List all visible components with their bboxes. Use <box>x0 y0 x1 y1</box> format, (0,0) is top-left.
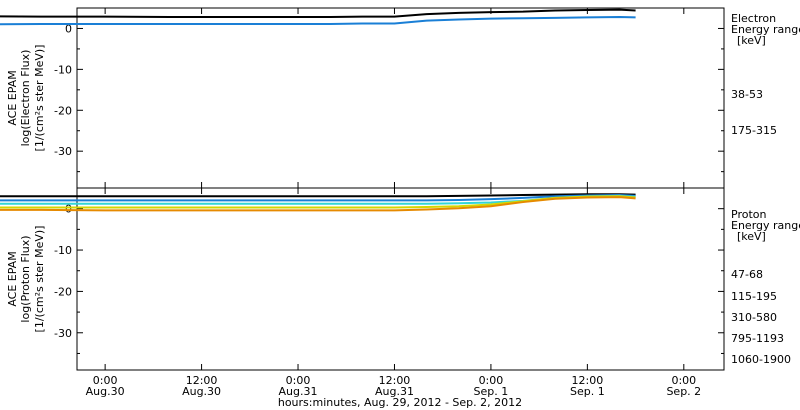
x-tick-label: 0:00 <box>671 374 696 387</box>
y-tick-label: -10 <box>54 244 72 257</box>
series-line-175-315 <box>0 15 636 26</box>
series-line-47-68 <box>0 193 636 198</box>
x-tick-label: 0:00 <box>479 374 504 387</box>
y-tick-label: -30 <box>54 327 72 340</box>
series-line-38-53 <box>0 8 636 18</box>
electron-panel: 0 -10 -20 -30 ACE EPAM log(Electron Flux) [1/(… <box>0 7 800 189</box>
series-line-1060-1900 <box>0 196 636 212</box>
legend-title: Electron <box>731 12 776 25</box>
legend-entry: 795-1193 <box>731 332 784 345</box>
x-tick-label: Sep. 1 <box>570 385 605 398</box>
legend-entry: 38-53 <box>731 88 763 101</box>
proton-frame <box>76 187 725 371</box>
series-line-115-195 <box>0 194 636 202</box>
legend-title: Energy range <box>731 219 800 232</box>
x-axis-label: hours:minutes, Aug. 29, 2012 - Sep. 2, 2… <box>278 396 522 409</box>
y-axis-label: [1/(cm²s ster MeV)] <box>33 226 46 333</box>
y-axis-label: ACE EPAM <box>6 251 19 306</box>
legend-entry: 175-315 <box>731 124 777 137</box>
y-tick-label: -10 <box>54 63 72 76</box>
legend-entry: 115-195 <box>731 290 777 303</box>
x-tick-label: 12:00 <box>186 374 218 387</box>
legend-title: [keV] <box>737 230 766 243</box>
x-tick-label: Sep. 1 <box>474 385 509 398</box>
y-axis-label: [1/(cm²s ster MeV)] <box>33 45 46 152</box>
x-tick-label: Aug.31 <box>375 385 414 398</box>
x-tick-label: 12:00 <box>572 374 604 387</box>
legend-entry: 1060-1900 <box>731 353 791 366</box>
y-axis-label: ACE EPAM <box>6 70 19 125</box>
y-tick-label: 0 <box>65 22 72 35</box>
x-tick-label: Aug.31 <box>279 385 318 398</box>
legend-title: Proton <box>731 208 766 221</box>
legend-entry: 47-68 <box>731 268 763 281</box>
y-tick-label: -20 <box>54 104 72 117</box>
x-tick-label: 0:00 <box>286 374 311 387</box>
y-tick-label: -20 <box>54 285 72 298</box>
x-tick-label: Sep. 2 <box>666 385 701 398</box>
y-tick-label: -30 <box>54 145 72 158</box>
x-tick-label: 0:00 <box>93 374 118 387</box>
x-tick-label: Aug.30 <box>86 385 125 398</box>
y-axis-label: log(Electron Flux) <box>19 50 32 147</box>
electron-frame <box>76 7 725 189</box>
legend-title: Energy range <box>731 23 800 36</box>
x-tick-label: 12:00 <box>379 374 411 387</box>
y-axis-label: log(Proton Flux) <box>19 235 32 322</box>
x-tick-label: Aug.30 <box>182 385 221 398</box>
legend-title: [keV] <box>737 34 766 47</box>
legend-entry: 310-580 <box>731 311 777 324</box>
